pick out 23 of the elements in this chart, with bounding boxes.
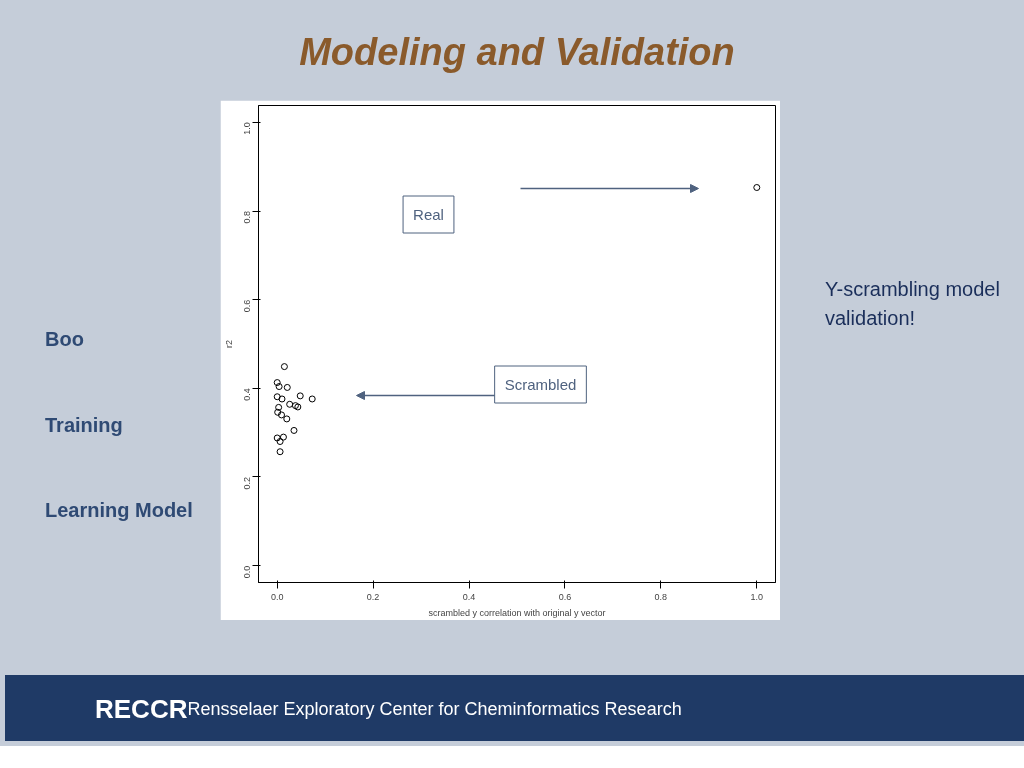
text: RECCR	[95, 694, 188, 724]
x-tick-label: 0.6	[558, 591, 572, 602]
text: Learning Model	[45, 499, 193, 522]
y-tick-label: 0.4	[242, 388, 253, 401]
text: Rensselaer Exploratory Center for Cheminformatics Research	[187, 698, 682, 721]
y-tick-label: 0.2	[242, 476, 253, 490]
x-tick-label: 0.4	[462, 591, 476, 602]
y-tick-label: 1.0	[242, 122, 253, 135]
x-tick-label: 1.0	[750, 591, 764, 602]
x-tick-label: 0.0	[270, 591, 284, 602]
text: Boo	[45, 328, 84, 350]
y-tick-label: 0.6	[242, 299, 253, 313]
annotation: Real	[413, 206, 444, 223]
chart-title: Modeling and Validation	[299, 30, 735, 75]
y-tick-label: 0.0	[242, 565, 253, 579]
annotation: Scrambled	[504, 376, 577, 393]
text: Y-scrambling model validation!	[825, 277, 1001, 331]
x-tick-label: 0.8	[654, 591, 668, 602]
x-axis-title: scrambled y correlation with original y vector	[428, 607, 606, 618]
text: Training	[45, 413, 123, 436]
y-axis-title: r2	[223, 339, 234, 348]
y-tick-label: 0.8	[242, 211, 253, 224]
x-tick-label: 0.2	[366, 591, 380, 602]
